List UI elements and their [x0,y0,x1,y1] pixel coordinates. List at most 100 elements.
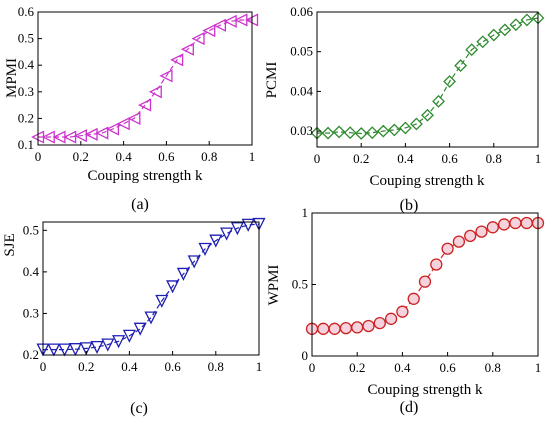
panel-a-series-line [38,19,252,138]
panel-b-data-point [398,121,412,135]
panel-d-xlabel: Couping strength k [368,382,483,398]
panel-c-xtick-label: 0.2 [78,359,94,374]
panel-d-data-point [339,321,353,335]
panel-c-xtick-label: 1 [256,359,263,374]
panel-c-ytick-label: 0.3 [23,305,39,320]
panel-b-data-point [410,117,423,131]
panel-b-data-point [332,125,346,139]
panel-a-data-point [63,130,77,144]
panel-b-ytick-label: 0.04 [290,83,313,98]
panel-b-data-point [520,13,534,27]
panel-d-data-point [351,321,364,334]
panel-a-xlabel: Couping strength k [88,168,203,184]
panel-b-data-point [498,23,512,37]
panel-b-xtick-label: 0.2 [353,151,369,166]
panel-a-data-point [95,126,109,140]
panel-a-ytick-label: 0.5 [18,31,34,46]
panel-c-data-point [58,343,72,357]
panel-a-xtick-label: 0.6 [158,149,175,164]
panel-b-xlabel: Couping strength k [370,173,485,189]
panel-b-data-point [454,59,468,73]
panel-a-ytick-label: 0.1 [18,137,34,152]
panel-a-caption: (a) [131,196,149,213]
panel-d-data-point [384,312,398,325]
panel-d-xtick-label: 0.6 [439,360,456,375]
panel-b-ticks: 0 0.2 0.4 0.6 0.8 1 0.03 0.04 0.05 0.06 [290,4,541,166]
panel-c-marks [36,217,266,357]
panel-c-data-point [252,217,266,232]
panel-c-data-point [79,342,93,356]
panel-b-data-point [343,126,357,140]
panel-b-data-point [509,18,523,32]
panel-d-data-point [328,322,341,335]
panel-a-xtick-label: 0.4 [115,149,132,164]
panel-d-xtick-label: 0 [309,360,316,375]
panel-c-data-point [155,294,169,308]
panel-a-data-point [170,53,184,67]
panel-d-data-point [396,305,409,318]
panel-a-marks [31,13,259,144]
panel-d-data-point [317,322,330,335]
panel-c-data-point [122,329,136,343]
panel-a-ticks: 0 0.2 0.4 0.6 0.8 1 0.1 0.2 0.3 0.4 0.5 0.6 [18,4,256,164]
panel-b-ytick-label: 0.03 [290,123,313,138]
panel-d-xtick-label: 1 [535,360,542,375]
panel-a-xtick-label: 0 [35,149,42,164]
panel-b-ytick-label: 0.06 [290,4,313,19]
panel-a-data-point [159,69,173,83]
panel-d-ticks: 0 0.2 0.4 0.6 0.8 1 0 0.5 1 [292,205,542,375]
panel-c-data-point [68,343,82,357]
panel-b-data-point [387,123,401,137]
panel-b-data-point [432,94,445,108]
panel-c-xtick-label: 0.8 [208,359,224,374]
panel-b-data-point [465,43,479,57]
panel-c-ytick-label: 0.5 [23,222,39,237]
panel-d-data-point [418,275,432,288]
panel-c-data-point [166,280,180,294]
panel-d-data-point [509,216,522,230]
panel-b-xtick-label: 0.8 [486,151,502,166]
panel-a-data-point [84,127,98,141]
panel-c-data-point [198,242,212,256]
panel-a-data-point [138,98,152,112]
panel-c-ylabel: SJE [2,233,18,256]
panel-b-data-point [365,126,379,140]
panel-a-xtick-label: 0.8 [201,149,217,164]
panel-a-data-point [105,122,120,136]
panel-d-data-point [497,218,511,231]
panel-c: 0 0.2 0.4 0.6 0.8 10.20.30.40.5 SJE (c) [2,217,266,417]
panel-d-ytick-label: 0.5 [292,277,308,292]
panel-d-data-point [362,319,375,333]
panel-a-data-point [127,111,141,125]
panel-d-data-point [486,221,499,234]
panel-d-xtick-label: 0.8 [485,360,501,375]
panel-c-data-point [220,227,234,241]
panel-b-data-point [321,126,335,140]
panel-b-xtick-label: 0.6 [441,151,458,166]
panel-c-data-point [133,322,147,336]
panel-a-ytick-label: 0.2 [18,110,34,125]
panel-a-ylabel: MPMI [4,58,20,98]
panel-b-xtick-label: 0 [314,151,321,166]
panel-b-frame [316,11,539,148]
panel-b-marks [310,11,545,140]
panel-d-xtick-label: 0.4 [394,360,411,375]
panel-c-ticks: 0 0.2 0.4 0.6 0.8 10.20.30.40.5 [23,222,263,374]
panel-b-xtick-label: 1 [535,151,542,166]
panel-c-data-point [112,335,126,349]
panel-a-xtick-label: 1 [249,149,256,164]
panel-a-data-point [212,18,227,32]
panel-a-data-point [191,32,205,46]
panel-c-data-point [209,234,223,248]
panel-c-data-point [187,255,201,269]
panel-c-data-point [241,218,255,232]
panel-d-ytick-label: 1 [302,205,309,220]
panel-b-xtick-label: 0.4 [397,151,414,166]
panel-c-ytick-label: 0.4 [23,264,40,279]
panel-d: 0 0.2 0.4 0.6 0.8 1 0 0.5 1 Couping strength k W… [266,205,545,416]
panel-c-xtick-label: 0 [40,359,47,374]
panel-d-marks [305,216,545,335]
panel-c-series-line [43,223,260,351]
panel-c-data-point [230,222,244,236]
panel-a-data-point [148,85,162,99]
